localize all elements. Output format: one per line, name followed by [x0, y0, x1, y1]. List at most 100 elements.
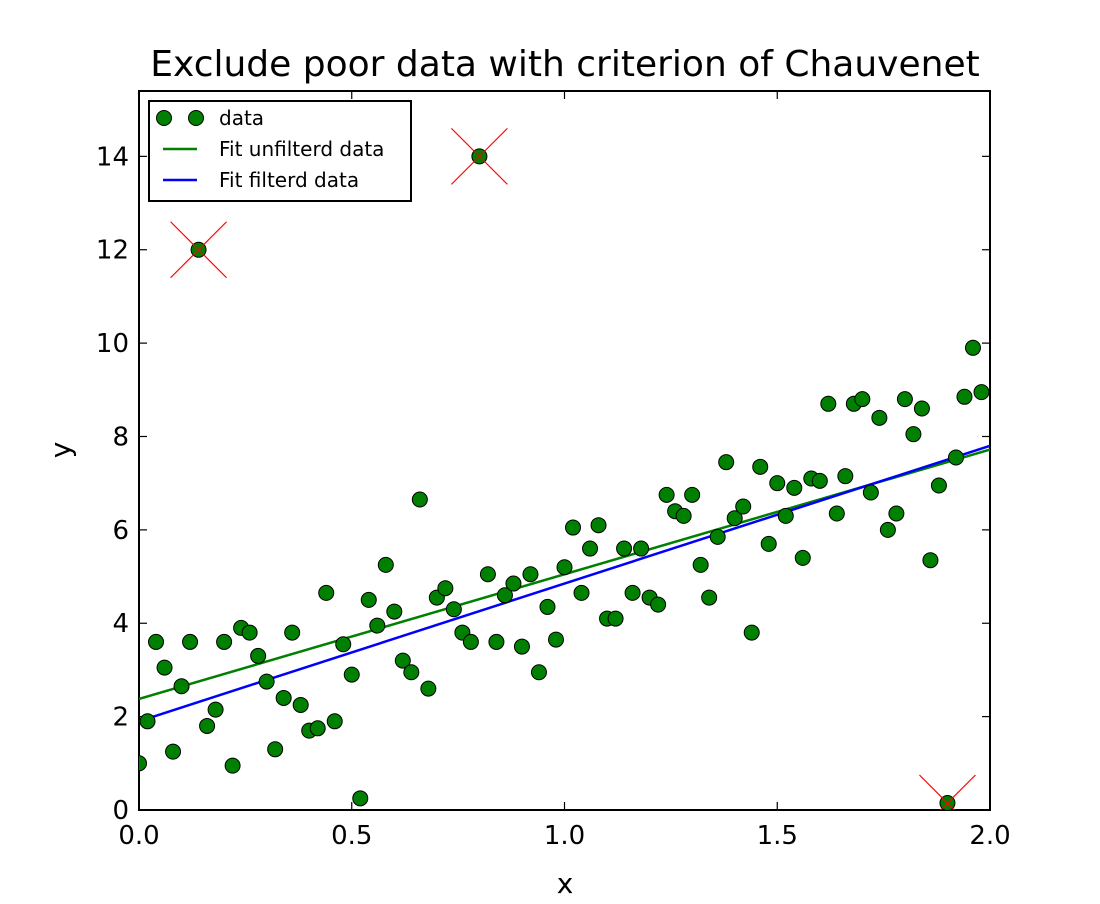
- data-point: [420, 680, 437, 697]
- data-point: [479, 566, 496, 583]
- data-point: [684, 486, 701, 503]
- data-point: [292, 696, 309, 713]
- data-point: [752, 458, 769, 475]
- data-point: [701, 589, 718, 606]
- data-point: [964, 339, 981, 356]
- chart-title: Exclude poor data with criterion of Chau…: [150, 44, 979, 85]
- x-tick-label: 2.0: [969, 821, 1010, 851]
- data-point: [199, 717, 216, 734]
- data-point: [513, 638, 530, 655]
- data-point: [403, 664, 420, 681]
- data-point: [377, 556, 394, 573]
- data-point: [522, 566, 539, 583]
- excluded-marker: [450, 127, 508, 185]
- x-tick-label: 0.5: [331, 821, 372, 851]
- data-point: [394, 652, 411, 669]
- data-point: [607, 610, 624, 627]
- legend-marker: [188, 110, 204, 126]
- data-point: [326, 713, 343, 730]
- y-tick-label: 4: [112, 609, 129, 639]
- data-point: [224, 757, 241, 774]
- y-axis-label: y: [44, 442, 77, 459]
- data-point: [284, 624, 301, 641]
- data-point: [369, 617, 386, 634]
- data-point: [437, 580, 454, 597]
- data-point: [837, 468, 854, 485]
- data-point: [709, 528, 726, 545]
- data-point: [854, 391, 871, 408]
- data-point: [811, 472, 828, 489]
- data-point: [496, 587, 513, 604]
- legend-label: Fit filterd data: [219, 168, 359, 192]
- data-point: [275, 689, 292, 706]
- plot-area: 0.0 0.5 1.0 1.5 2.0 0 2 4 6 8 10 12 14: [96, 90, 1011, 851]
- data-point: [573, 584, 590, 601]
- y-tick-label: 2: [112, 703, 129, 733]
- data-point: [692, 556, 709, 573]
- data-point: [658, 486, 675, 503]
- data-point: [250, 647, 267, 664]
- data-point: [794, 549, 811, 566]
- data-point: [862, 484, 879, 501]
- data-point: [309, 720, 326, 737]
- data-point: [675, 507, 692, 524]
- data-point: [743, 624, 760, 641]
- data-point: [207, 701, 224, 718]
- fit-line-filtered: [139, 444, 990, 723]
- data-point: [777, 507, 794, 524]
- data-point: [182, 633, 199, 650]
- data-point: [267, 741, 284, 758]
- excluded-marker: [939, 774, 976, 810]
- data-point: [539, 598, 556, 615]
- data-point: [624, 584, 641, 601]
- data-point: [352, 790, 369, 807]
- data-point: [565, 519, 582, 536]
- data-point: [726, 510, 743, 527]
- data-point: [173, 678, 190, 695]
- legend-label: data: [219, 106, 264, 130]
- data-point: [148, 633, 165, 650]
- data-point: [258, 673, 275, 690]
- data-point: [956, 388, 973, 405]
- data-point: [888, 505, 905, 522]
- data-point: [735, 498, 752, 515]
- data-point: [650, 596, 667, 613]
- data-point: [547, 631, 564, 648]
- data-point: [633, 540, 650, 557]
- data-point: [530, 664, 547, 681]
- data-point: [582, 540, 599, 557]
- legend: data Fit unfilterd data Fit filterd data: [148, 100, 412, 202]
- data-point: [930, 477, 947, 494]
- data-point: [556, 559, 573, 576]
- data-point: [905, 426, 922, 443]
- data-point: [241, 624, 258, 641]
- data-point: [318, 584, 335, 601]
- data-point: [165, 743, 182, 760]
- data-point: [488, 633, 505, 650]
- legend-label: Fit unfilterd data: [219, 137, 384, 161]
- data-point: [616, 540, 633, 557]
- data-point: [947, 449, 964, 466]
- y-tick-label: 10: [96, 329, 129, 359]
- legend-marker: [156, 110, 172, 126]
- data-point: [879, 521, 896, 538]
- data-point: [411, 491, 428, 508]
- x-tick-label: 1.5: [757, 821, 798, 851]
- data-point: [139, 713, 156, 730]
- x-tick-label: 1.0: [544, 821, 585, 851]
- data-point: [590, 517, 607, 534]
- data-point: [335, 636, 352, 653]
- data-point: [973, 384, 990, 401]
- data-point: [820, 395, 837, 412]
- data-point: [343, 666, 360, 683]
- data-point: [216, 633, 233, 650]
- data-point: [871, 409, 888, 426]
- plot-content: [139, 127, 990, 810]
- data-point: [922, 552, 939, 569]
- excluded-marker: [170, 221, 227, 279]
- data-point: [156, 659, 173, 676]
- data-point: [360, 591, 377, 608]
- data-point: [760, 535, 777, 552]
